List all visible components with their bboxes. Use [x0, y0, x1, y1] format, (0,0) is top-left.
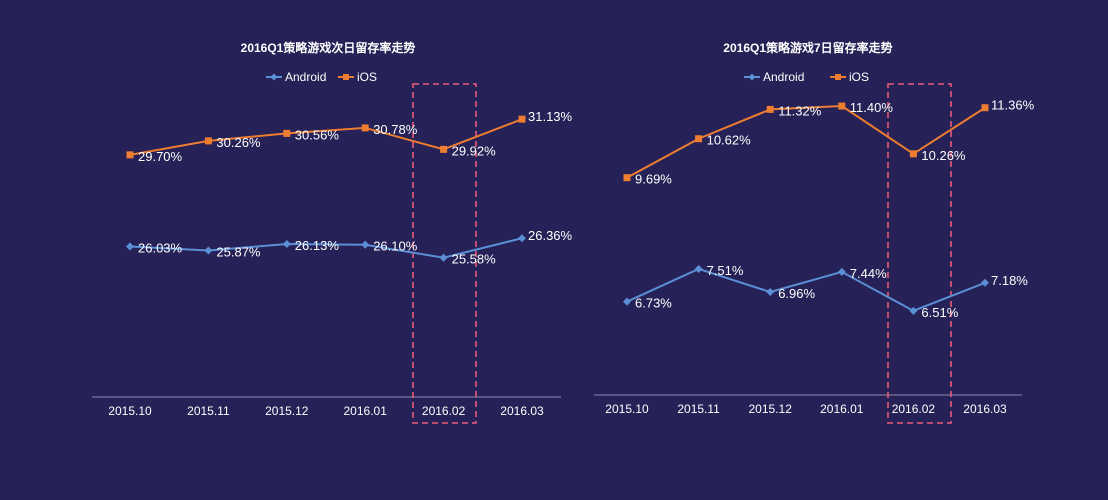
- legend-marker-square: [343, 74, 349, 80]
- data-point: [766, 287, 775, 296]
- data-label: 6.73%: [635, 296, 672, 311]
- chart-title: 2016Q1策略游戏7日留存率走势: [723, 40, 892, 55]
- legend-label: Android: [285, 70, 326, 84]
- data-label: 11.36%: [991, 98, 1035, 113]
- data-label: 30.78%: [373, 122, 418, 137]
- x-tick-label: 2015.12: [265, 404, 309, 418]
- data-point: [981, 278, 989, 287]
- data-point: [837, 267, 846, 276]
- data-point: [909, 150, 917, 158]
- series-line: [626, 267, 986, 312]
- series-android: 6.73% 7.51% 6.96% 7.44% 6.51% 7.18%: [623, 263, 1028, 320]
- series-line: [129, 118, 523, 156]
- legend-entry-android: Android: [744, 70, 804, 84]
- data-point: [126, 242, 134, 251]
- data-point: [694, 264, 703, 273]
- data-point: [909, 306, 918, 315]
- data-label: 30.56%: [295, 127, 340, 142]
- data-point: [981, 104, 989, 112]
- series-ios: 29.70% 30.26% 30.56% 30.78% 29.92% 31.13%: [126, 109, 573, 164]
- data-point: [838, 102, 846, 110]
- x-tick-label: 2016.02: [892, 402, 936, 416]
- legend-label: iOS: [849, 70, 869, 84]
- data-label: 26.13%: [295, 238, 340, 253]
- data-label: 7.51%: [707, 263, 744, 278]
- data-point: [440, 145, 448, 153]
- x-tick-label: 2015.10: [605, 402, 649, 416]
- data-label: 29.92%: [452, 143, 497, 158]
- x-tick-label: 2015.12: [749, 402, 793, 416]
- chart-title: 2016Q1策略游戏次日留存率走势: [241, 40, 416, 55]
- data-point: [518, 115, 526, 123]
- data-label: 25.87%: [216, 244, 261, 259]
- data-label: 11.40%: [850, 100, 894, 115]
- data-point: [282, 239, 291, 248]
- x-tick-label: 2016.03: [500, 404, 544, 418]
- chart-next-day-retention: 2016Q1策略游戏次日留存率走势 Android iOS 2015.10 2015.1…: [92, 40, 573, 424]
- data-label: 30.26%: [216, 135, 261, 150]
- x-tick-label: 2016.01: [820, 402, 864, 416]
- data-label: 10.62%: [707, 133, 752, 148]
- data-point: [126, 151, 134, 159]
- data-point: [766, 105, 774, 113]
- highlight-box-2016.02: [887, 83, 952, 424]
- x-tick-label: 2015.11: [677, 402, 720, 416]
- data-label: 6.96%: [778, 286, 815, 301]
- data-point: [695, 135, 703, 143]
- data-label: 7.18%: [991, 273, 1028, 288]
- data-label: 26.03%: [138, 240, 183, 255]
- data-label: 29.70%: [138, 149, 183, 164]
- data-label: 26.10%: [373, 239, 418, 254]
- legend-entry-android: Android: [266, 70, 326, 84]
- data-label: 26.36%: [528, 228, 573, 243]
- data-point: [204, 246, 213, 255]
- data-label: 31.13%: [528, 109, 573, 124]
- x-tick-label: 2016.02: [422, 404, 466, 418]
- legend-marker-diamond: [748, 73, 756, 81]
- data-label: 6.51%: [921, 305, 958, 320]
- data-label: 25.58%: [452, 252, 497, 267]
- data-point: [204, 137, 212, 145]
- series-ios: 9.69% 10.62% 11.32% 11.40% 10.26% 11.36%: [623, 98, 1035, 187]
- data-point: [623, 297, 631, 306]
- data-point: [439, 253, 448, 262]
- x-tick-label: 2015.11: [187, 404, 230, 418]
- data-label: 9.69%: [635, 172, 672, 187]
- legend-entry-ios: iOS: [338, 70, 377, 84]
- x-tick-label: 2016.03: [963, 402, 1007, 416]
- legend-entry-ios: iOS: [830, 70, 869, 84]
- data-point: [361, 240, 370, 249]
- legend-label: iOS: [357, 70, 377, 84]
- x-tick-label: 2016.01: [344, 404, 388, 418]
- legend-marker-diamond: [270, 73, 278, 81]
- data-point: [623, 174, 631, 182]
- x-tick-label: 2015.10: [108, 404, 152, 418]
- data-point: [518, 234, 526, 243]
- series-line: [626, 105, 986, 179]
- data-point: [361, 124, 369, 132]
- chart-7day-retention: 2016Q1策略游戏7日留存率走势 Android iOS 2015.10 2015.1…: [594, 40, 1035, 424]
- legend-label: Android: [763, 70, 804, 84]
- series-android: 26.03% 25.87% 26.13% 26.10% 25.58% 26.36%: [126, 228, 573, 267]
- legend-marker-square: [835, 74, 841, 80]
- data-label: 7.44%: [850, 266, 887, 281]
- series-line: [129, 237, 523, 259]
- data-label: 11.32%: [778, 103, 822, 118]
- data-point: [283, 129, 291, 137]
- data-label: 10.26%: [921, 148, 966, 163]
